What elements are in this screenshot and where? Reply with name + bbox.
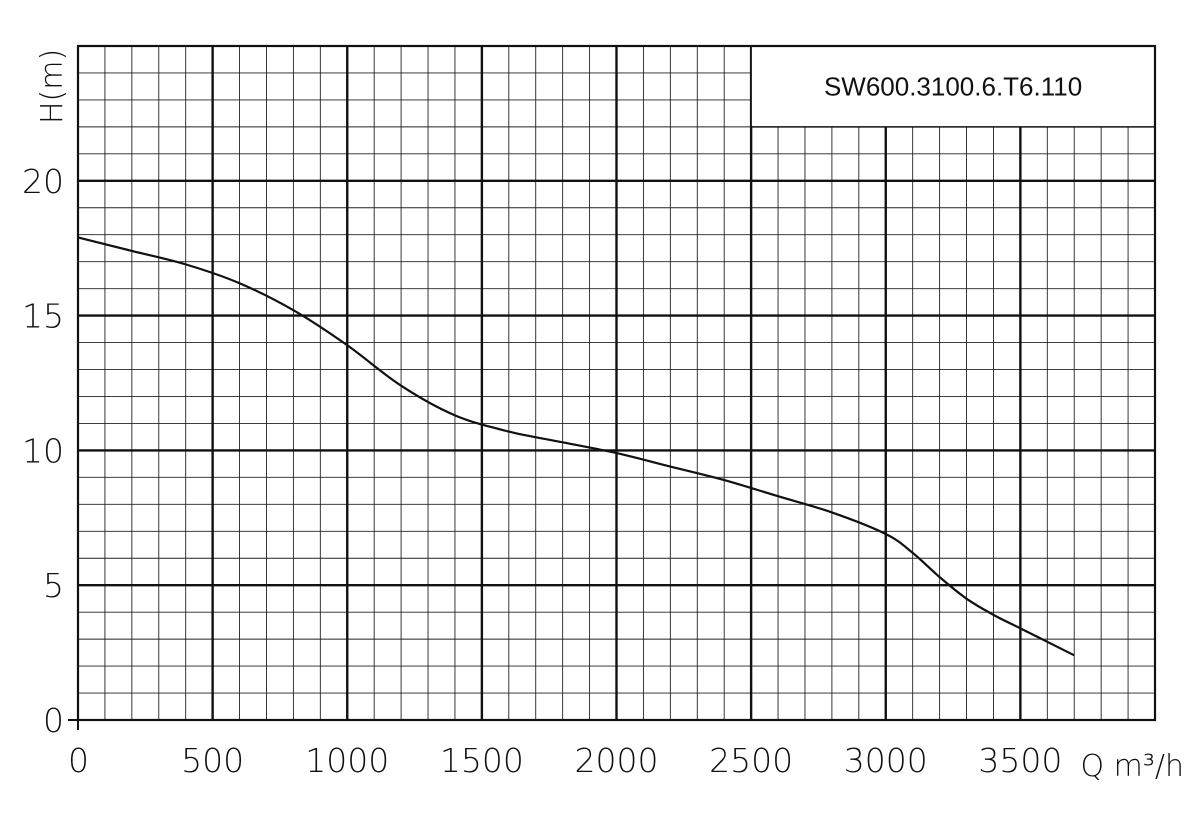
x-tick-label: 0 [68,741,89,780]
y-tick-label: 10 [22,431,64,470]
major-grid [78,46,1155,720]
x-tick-label: 1500 [440,741,524,780]
x-tick-label: 1000 [305,741,389,780]
plot-frame [76,44,1157,722]
x-tick-labels: 0 500 1000 1500 2000 2500 3000 3500 [68,741,1062,780]
y-tick-label: 20 [22,162,64,201]
axes [68,44,1157,730]
y-tick-labels: 0 5 10 15 20 [22,162,64,740]
x-tick-label: 2500 [709,741,793,780]
x-axis-label: Q m³/h [1080,749,1184,784]
x-tick-label: 3000 [844,741,928,780]
model-label: SW600.3100.6.T6.110 [824,71,1082,101]
series-group [77,236,1075,657]
x-tick-label: 2000 [575,741,659,780]
y-tick-label: 5 [43,566,64,605]
y-axis-label: H(m) [35,49,70,124]
y-tick-label: 0 [43,701,64,740]
series-line [77,236,1075,657]
model-label-box [750,45,1156,128]
x-tick-label: 3500 [978,741,1062,780]
y-tick-label: 15 [22,297,64,336]
x-tick-label: 500 [181,741,244,780]
